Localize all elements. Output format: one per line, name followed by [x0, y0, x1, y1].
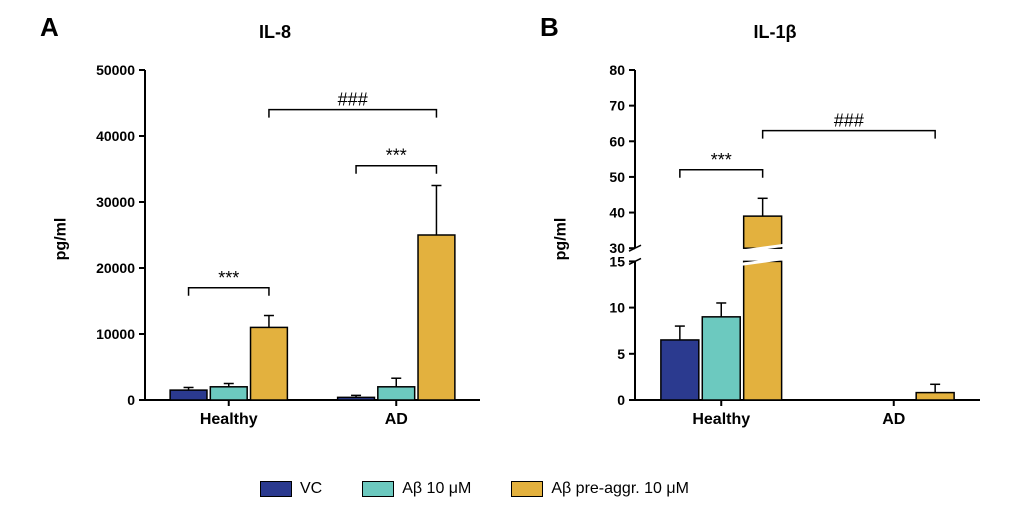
svg-text:30: 30 — [609, 240, 625, 256]
legend-item-abpre: Aβ pre-aggr. 10 μM — [511, 480, 689, 498]
svg-text:30000: 30000 — [96, 194, 135, 210]
svg-text:50000: 50000 — [96, 62, 135, 78]
legend-label-ab: Aβ 10 μM — [402, 480, 471, 498]
svg-text:20000: 20000 — [96, 260, 135, 276]
svg-text:Healthy: Healthy — [200, 411, 258, 428]
svg-text:###: ### — [834, 111, 864, 131]
svg-text:70: 70 — [609, 98, 625, 114]
chart-a: 0 10000 20000 30000 40000 50000 Healthy AD *** **… — [90, 55, 490, 450]
legend-label-abpre: Aβ pre-aggr. 10 μM — [551, 480, 689, 498]
svg-text:60: 60 — [609, 133, 625, 149]
panel-letter-b: B — [540, 12, 559, 43]
panel-title-b: IL-1β — [570, 22, 980, 43]
svg-text:10: 10 — [609, 300, 625, 316]
svg-text:***: *** — [386, 146, 407, 166]
legend-item-ab: Aβ 10 μM — [362, 480, 471, 498]
legend: VC Aβ 10 μM Aβ pre-aggr. 10 μM — [260, 480, 689, 498]
svg-text:0: 0 — [617, 392, 625, 408]
legend-item-vc: VC — [260, 480, 322, 498]
legend-swatch-abpre — [511, 481, 543, 497]
ylabel-a: pg/ml — [52, 218, 70, 261]
legend-swatch-vc — [260, 481, 292, 497]
svg-text:40000: 40000 — [96, 128, 135, 144]
legend-swatch-ab — [362, 481, 394, 497]
svg-text:50: 50 — [609, 169, 625, 185]
svg-text:AD: AD — [385, 411, 408, 428]
figure-root: A IL-8 pg/ml 0 10000 20000 30000 40000 50000 H… — [0, 0, 1024, 519]
svg-text:40: 40 — [609, 205, 625, 221]
legend-label-vc: VC — [300, 480, 322, 498]
svg-text:10000: 10000 — [96, 326, 135, 342]
svg-text:###: ### — [338, 90, 368, 110]
svg-text:***: *** — [218, 268, 239, 288]
svg-text:***: *** — [711, 150, 732, 170]
svg-text:Healthy: Healthy — [692, 411, 750, 428]
svg-text:80: 80 — [609, 62, 625, 78]
svg-text:0: 0 — [127, 392, 135, 408]
panel-letter-a: A — [40, 12, 59, 43]
svg-text:5: 5 — [617, 346, 625, 362]
ylabel-b: pg/ml — [552, 218, 570, 261]
chart-b: 051015304050607080HealthyAD***### — [590, 55, 990, 450]
panel-title-a: IL-8 — [70, 22, 480, 43]
svg-text:AD: AD — [882, 411, 905, 428]
